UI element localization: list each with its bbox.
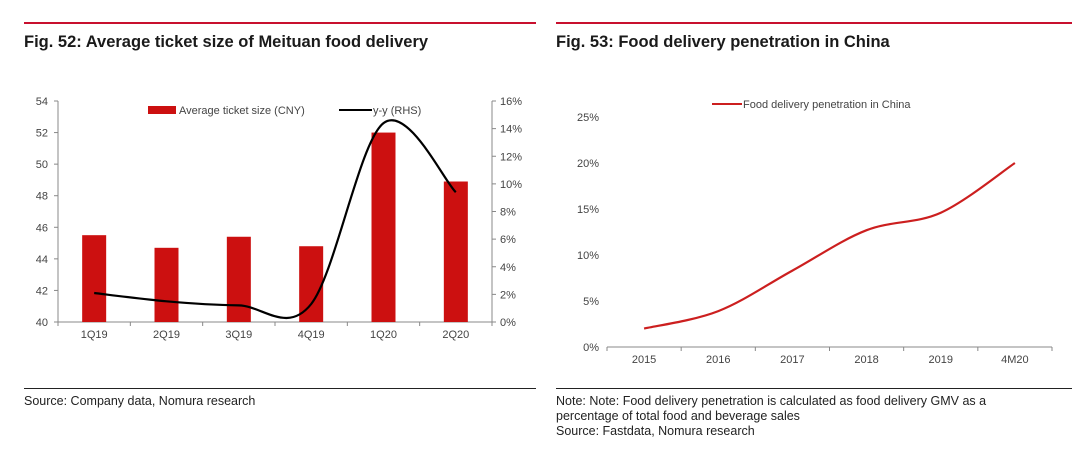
figure-title: Fig. 52: Average ticket size of Meituan … [24,33,429,51]
x-tick-label: 4Q19 [298,329,325,341]
source-line: Source: Fastdata, Nomura research [556,424,755,438]
y2-tick-label: 14% [500,124,522,136]
x-tick-label: 2016 [706,354,730,366]
ticket-size-chart: 40 42 44 46 48 50 52 54 0% 2% 4% 6% 8% 10% 12% 14% 16% 1Q… [36,96,522,341]
x-tick-label: 2018 [854,354,878,366]
x-tick-label: 1Q19 [81,329,108,341]
y-tick-label: 42 [36,285,48,297]
note-line: Note: Note: Food delivery penetration is… [556,394,987,408]
note-rule [556,388,1072,389]
source-rule [24,388,536,389]
figure-53-panel: Fig. 53: Food delivery penetration in Ch… [552,0,1080,460]
bar [226,236,251,322]
y-tick-label: 40 [36,317,48,329]
yoy-line [94,119,457,320]
y2-tick-label: 4% [500,262,516,274]
y-tick-label: 20% [577,158,599,170]
y2-tick-label: 12% [500,151,522,163]
legend-line-label: y-y (RHS) [373,105,421,117]
bar [299,246,324,322]
legend-line-label: Food delivery penetration in China [743,99,911,111]
source-note: Source: Company data, Nomura research [24,394,256,408]
penetration-chart: 0% 5% 10% 15% 20% 25% 2015 2016 2017 2018 2019 4M20… [577,99,1053,366]
y-tick-label: 10% [577,250,599,262]
y2-tick-label: 10% [500,179,522,191]
x-tick-label: 2019 [929,354,953,366]
x-tick-label: 4M20 [1001,354,1029,366]
x-tick-label: 2Q19 [153,329,180,341]
y2-tick-label: 0% [500,317,516,329]
bar [82,235,107,322]
y-tick-label: 46 [36,222,48,234]
note-block: Note: Note: Food delivery penetration is… [556,394,986,439]
x-tick-label: 1Q20 [370,329,397,341]
title-rule [556,22,1072,24]
figure-52-panel: Fig. 52: Average ticket size of Meituan … [24,22,536,408]
penetration-line [643,162,1016,330]
legend-bar-label: Average ticket size (CNY) [179,105,305,117]
y2-tick-label: 6% [500,234,516,246]
x-tick-label: 2017 [780,354,804,366]
x-tick-label: 2015 [632,354,656,366]
y-tick-label: 52 [36,128,48,140]
y-tick-label: 54 [36,96,48,108]
y-tick-label: 5% [583,296,599,308]
bar [443,181,468,322]
y2-tick-label: 8% [500,207,516,219]
note-line: percentage of total food and beverage sa… [556,409,800,423]
x-tick-label: 3Q19 [225,329,252,341]
y-tick-label: 48 [36,191,48,203]
x-tick-label: 2Q20 [442,329,469,341]
bar [371,132,396,322]
y2-tick-label: 2% [500,289,516,301]
y-tick-label: 0% [583,342,599,354]
title-rule [24,22,536,24]
y-tick-label: 25% [577,112,599,124]
y-tick-label: 44 [36,254,48,266]
y-tick-label: 50 [36,159,48,171]
y2-tick-label: 16% [500,96,522,108]
figure-title: Fig. 53: Food delivery penetration in Ch… [556,33,890,51]
bar [154,247,179,322]
y-tick-label: 15% [577,204,599,216]
legend-bar-swatch [148,106,176,114]
